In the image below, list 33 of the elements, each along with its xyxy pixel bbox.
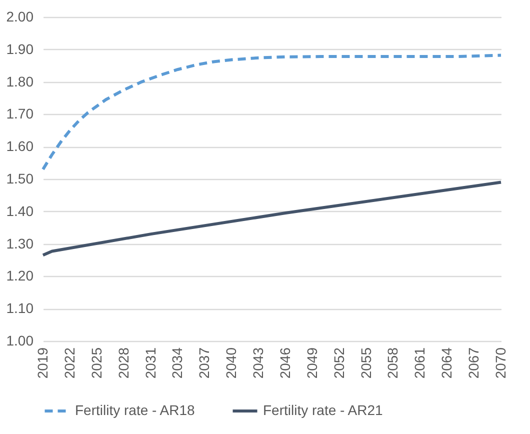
- x-tick-label: 2064: [438, 347, 455, 379]
- y-tick-label: 1.80: [6, 73, 34, 90]
- x-tick-label: 2028: [115, 347, 132, 379]
- y-tick-label: 1.50: [6, 170, 34, 186]
- x-tick-label: 2043: [250, 347, 266, 379]
- line-series: [42, 180, 502, 257]
- y-tick-label: 1.40: [6, 202, 34, 219]
- x-tick-label: 2070: [492, 347, 508, 379]
- x-tick-label: 2034: [169, 347, 186, 379]
- x-tick-label: 2019: [34, 347, 50, 379]
- legend-label: Fertility rate - AR21: [263, 402, 384, 418]
- y-tick-label: 1.90: [6, 40, 34, 57]
- y-tick-label: 1.00: [6, 332, 34, 348]
- y-tick-label: 1.20: [6, 268, 34, 284]
- x-tick-label: 2022: [61, 347, 78, 379]
- x-tick-label: 2037: [196, 347, 212, 379]
- x-tick-label: 2040: [223, 347, 240, 379]
- x-tick-label: 2055: [358, 347, 374, 379]
- x-tick-label: 2058: [384, 347, 401, 379]
- x-tick-label: 2025: [88, 347, 104, 379]
- x-tick-label: 2046: [276, 347, 293, 379]
- line-series: [42, 54, 502, 171]
- x-tick-label: 2031: [142, 347, 158, 379]
- x-tick-label: 2052: [330, 347, 347, 379]
- y-tick-label: 1.30: [6, 235, 34, 252]
- legend-label: Fertility rate - AR18: [75, 402, 196, 418]
- x-tick-label: 2049: [304, 347, 320, 379]
- y-tick-label: 1.10: [6, 300, 34, 316]
- y-tick-label: 1.70: [6, 106, 34, 122]
- x-tick-label: 2061: [412, 347, 428, 379]
- x-tick-label: 2067: [466, 347, 482, 379]
- y-tick-label: 2.00: [6, 8, 34, 24]
- y-tick-label: 1.60: [6, 138, 34, 154]
